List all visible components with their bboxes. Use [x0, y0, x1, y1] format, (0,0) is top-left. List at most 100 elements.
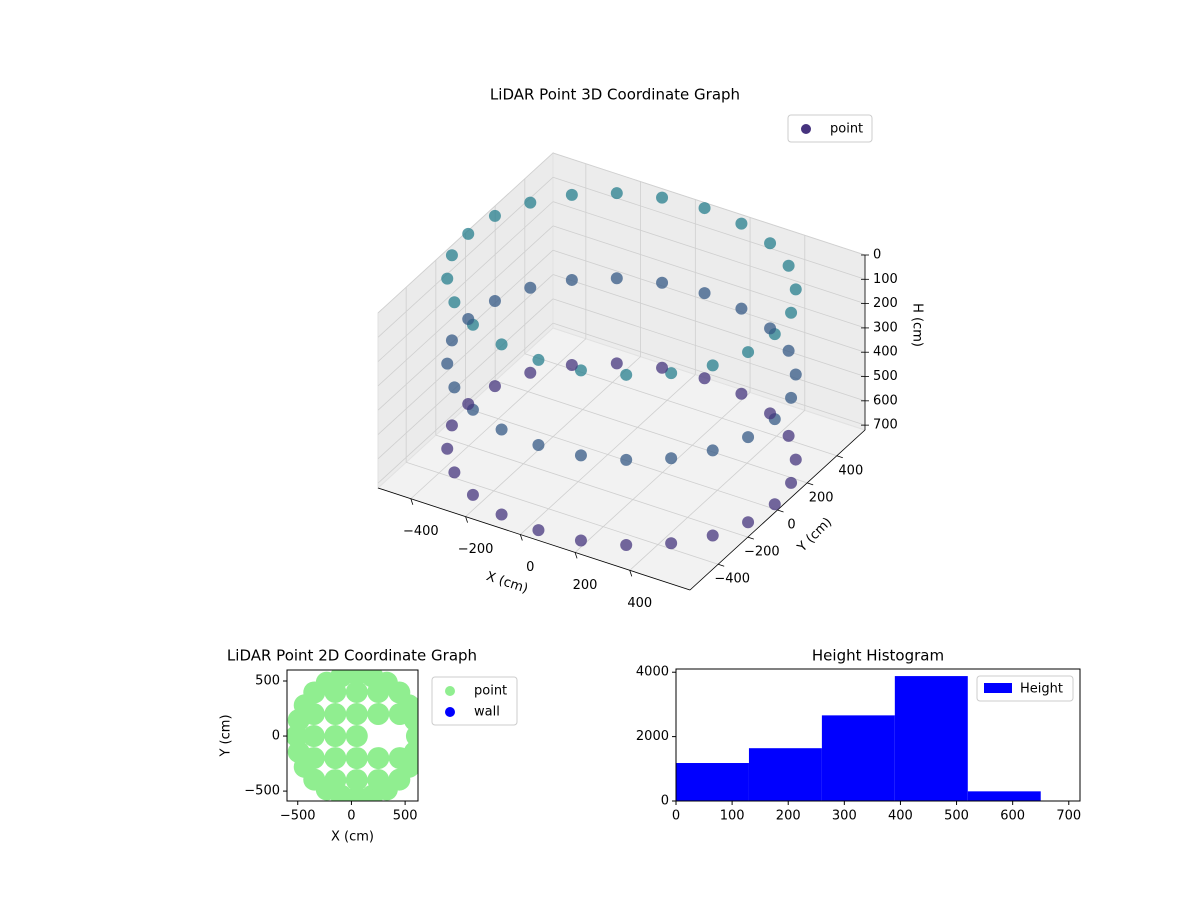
x-tick-label: 0 — [347, 809, 355, 824]
point — [488, 295, 501, 308]
point — [495, 423, 508, 436]
grid-line — [377, 274, 554, 435]
x-tick-label: 100 — [720, 809, 745, 824]
point — [620, 538, 633, 551]
point — [324, 747, 347, 770]
legend-label: point — [474, 684, 507, 699]
point — [388, 703, 411, 726]
point — [665, 537, 678, 550]
point — [367, 769, 390, 792]
tick-mark — [519, 534, 523, 541]
tick-mark — [836, 455, 843, 459]
x-tick-label: 0 — [672, 809, 680, 824]
point — [698, 202, 711, 215]
point — [764, 407, 777, 420]
point — [656, 276, 669, 289]
point — [345, 725, 368, 748]
point — [345, 703, 368, 726]
point — [789, 283, 802, 296]
plot-frame — [675, 668, 1081, 802]
tick-mark — [807, 482, 814, 486]
grid-line — [406, 461, 719, 565]
x-tick-label: 400 — [627, 596, 652, 611]
y-tick-label: −500 — [244, 784, 280, 799]
point — [488, 209, 501, 222]
tick-mark — [410, 498, 414, 505]
x-tick-label: 500 — [944, 809, 969, 824]
point — [445, 419, 458, 432]
point — [441, 442, 454, 455]
bar — [821, 715, 895, 801]
chart-title: LiDAR Point 2D Coordinate Graph — [227, 647, 477, 665]
point — [324, 703, 347, 726]
point — [742, 346, 755, 359]
z-tick-label: 500 — [873, 369, 898, 384]
point — [448, 381, 461, 394]
point — [665, 367, 678, 380]
z-tick-label: 0 — [873, 248, 881, 263]
legend-label: Height — [1020, 682, 1063, 697]
x-tick-label: 700 — [1056, 809, 1081, 824]
z-axis-label: H (cm) — [910, 303, 925, 347]
point — [495, 508, 508, 521]
x-tick-label: 500 — [393, 809, 418, 824]
point — [524, 196, 537, 209]
legend-marker — [801, 124, 811, 134]
chart-title: Height Histogram — [812, 647, 944, 665]
grid-line — [552, 201, 866, 304]
point — [445, 334, 458, 347]
y-tick-label: 200 — [809, 490, 834, 505]
point — [302, 725, 325, 748]
legend-box — [976, 675, 1074, 702]
point — [345, 769, 368, 792]
point — [742, 516, 755, 529]
point — [367, 703, 390, 726]
grid-line — [377, 177, 554, 338]
point — [324, 681, 347, 704]
grid-line — [552, 225, 866, 329]
point — [706, 444, 719, 457]
y-axis-label: Y (cm) — [219, 714, 234, 757]
point — [367, 681, 390, 704]
point — [462, 312, 475, 325]
point — [345, 747, 368, 770]
point — [574, 364, 587, 377]
legend-marker — [445, 686, 455, 696]
x-axis-label: X (cm) — [331, 830, 374, 845]
x-axis-line — [377, 487, 691, 591]
point — [302, 703, 325, 726]
bar — [676, 763, 749, 801]
y-tick-label: −400 — [714, 572, 750, 587]
point — [785, 306, 798, 319]
point — [565, 188, 578, 201]
x-tick-label: 200 — [573, 578, 598, 593]
point — [367, 747, 390, 770]
y-tick-label: 500 — [255, 674, 280, 689]
point — [462, 398, 475, 411]
point — [574, 449, 587, 462]
x-tick-label: 0 — [526, 560, 534, 575]
point — [610, 357, 623, 370]
point — [742, 431, 755, 444]
point — [388, 747, 411, 770]
point — [462, 227, 475, 240]
x-tick-label: 600 — [1000, 809, 1025, 824]
y-tick-label: 0 — [272, 729, 280, 744]
z-tick-label: 300 — [873, 320, 898, 335]
y-axis-line — [689, 429, 866, 591]
tick-mark — [777, 509, 784, 513]
point — [782, 429, 795, 442]
point — [448, 296, 461, 309]
point — [441, 272, 454, 285]
grid-line — [377, 249, 554, 411]
point — [620, 368, 633, 381]
point — [785, 476, 798, 489]
x-tick-label: 300 — [832, 809, 857, 824]
x-tick-label: 200 — [776, 809, 801, 824]
grid-line — [552, 152, 866, 256]
x-axis-label: X (cm) — [484, 569, 530, 597]
point — [324, 769, 347, 792]
point — [610, 187, 623, 200]
point — [324, 725, 347, 748]
point — [565, 273, 578, 286]
